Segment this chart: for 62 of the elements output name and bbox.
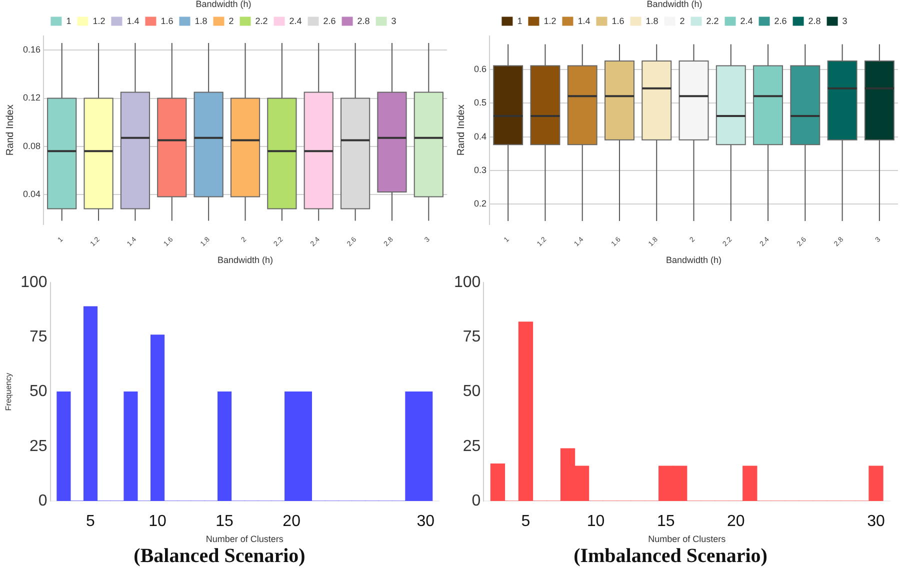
y-tick-label: 100 <box>20 274 48 292</box>
legend-label: 2.6 <box>774 16 787 26</box>
y-tick-label: 0.2 <box>474 198 487 209</box>
x-tick-label: 5 <box>521 513 530 530</box>
legend-label: 3 <box>842 16 848 26</box>
x-tick-label: 20 <box>726 513 745 530</box>
legend-label: 2.8 <box>808 16 821 26</box>
legend-label: 2.4 <box>740 16 753 26</box>
legend-label: 1.2 <box>92 16 106 26</box>
legend-label: 2.2 <box>706 16 719 26</box>
legend-label: 2.8 <box>357 16 370 26</box>
legend-label: 2.2 <box>255 16 268 26</box>
y-tick-label: 0.12 <box>22 92 41 103</box>
legend-label: 1.4 <box>578 16 590 26</box>
x-tick-label: 10 <box>148 513 167 530</box>
y-tick-label: 0.6 <box>474 64 487 74</box>
legend-label: 1 <box>66 16 72 26</box>
legend-label: 1.8 <box>646 16 658 26</box>
y-axis-title: Rand Index <box>4 104 16 156</box>
y-axis-title: Frequency <box>4 372 14 411</box>
x-tick-label: 20 <box>282 513 301 530</box>
x-tick-label: 15 <box>656 513 675 530</box>
x-axis-title: Bandwidth (h) <box>217 255 274 266</box>
y-tick-label: 0.04 <box>22 188 41 199</box>
y-tick-label: 50 <box>462 383 481 400</box>
text: (Imbalanced Scenario) <box>574 545 768 568</box>
y-tick-label: 0.4 <box>474 131 487 142</box>
x-tick-label: 10 <box>586 513 605 530</box>
y-tick-label: 0 <box>472 492 481 510</box>
y-tick-label: 0.08 <box>22 140 41 151</box>
legend-label: 2.6 <box>323 16 336 26</box>
legend-label: 2 <box>680 16 685 26</box>
y-tick-label: 25 <box>462 438 481 455</box>
y-tick-label: 75 <box>30 328 48 346</box>
x-tick-label: 15 <box>216 513 234 530</box>
y-tick-label: 0 <box>38 492 48 510</box>
legend-label: 2 <box>228 16 234 26</box>
y-tick-label: 100 <box>454 274 481 292</box>
x-axis-title: Number of Clusters <box>648 534 726 544</box>
legend-label: 1 <box>517 16 522 26</box>
y-tick-label: 0.16 <box>22 44 41 55</box>
legend-label: 1.8 <box>194 16 208 26</box>
legend-label: 3 <box>391 16 396 26</box>
legend-label: 1.6 <box>160 16 174 26</box>
y-tick-label: 75 <box>462 328 481 346</box>
legend-title: Bandwidth (h) <box>196 0 252 9</box>
y-tick-label: 0.5 <box>474 98 487 108</box>
x-axis-title: Number of Clusters <box>206 534 284 544</box>
legend-label: 1.6 <box>612 16 624 26</box>
y-tick-label: 0.3 <box>474 164 487 175</box>
y-tick-label: 25 <box>30 438 48 455</box>
legend-label: 2.4 <box>289 16 302 26</box>
x-tick-label: 30 <box>867 513 885 530</box>
legend-label: 1.4 <box>126 16 140 26</box>
text: (Balanced Scenario) <box>134 545 306 568</box>
x-tick-label: 30 <box>416 513 435 530</box>
x-axis-title: Bandwidth (h) <box>666 255 722 266</box>
legend-label: 1.2 <box>544 16 556 26</box>
legend-title: Bandwidth (h) <box>646 0 702 9</box>
x-tick-label: 5 <box>86 513 96 530</box>
y-axis-title: Rand Index <box>456 104 467 156</box>
y-tick-label: 50 <box>30 383 48 400</box>
